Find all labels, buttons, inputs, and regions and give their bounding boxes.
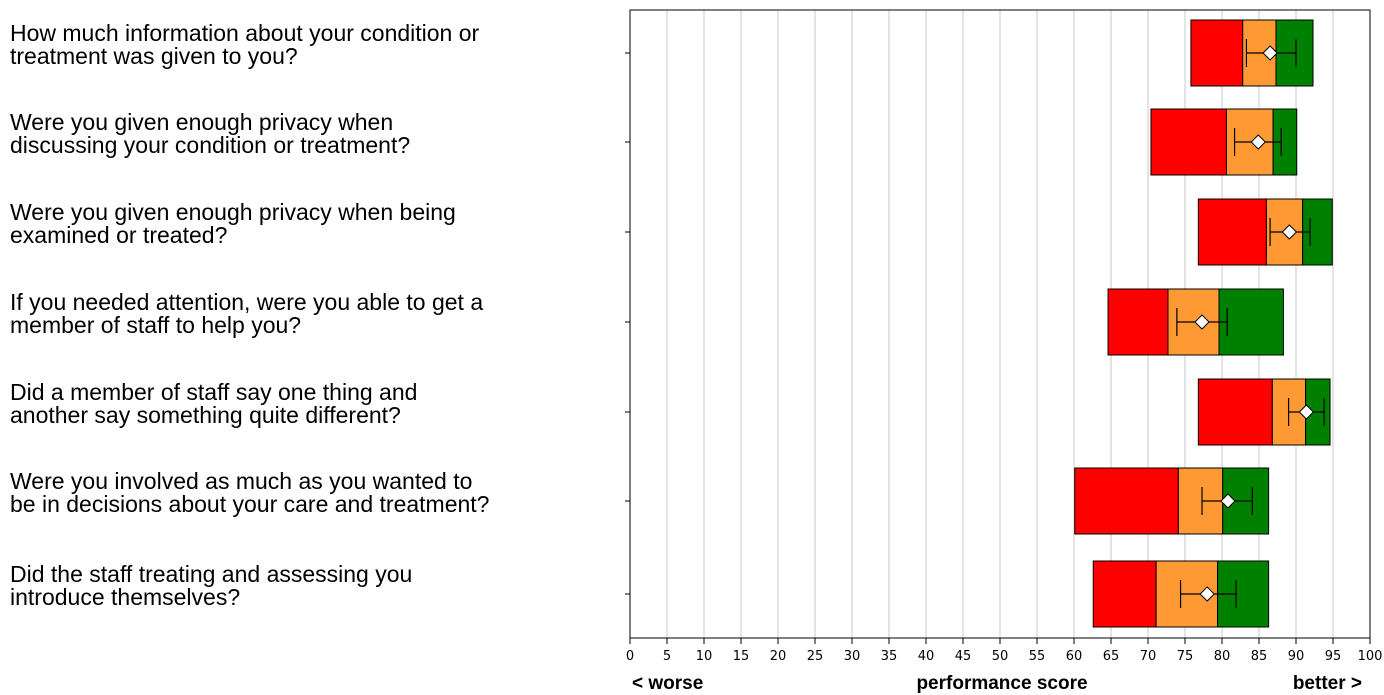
bar-segment-red — [1092, 560, 1157, 628]
x-tick-label: 20 — [770, 649, 787, 664]
x-tick-label: 55 — [1029, 649, 1046, 664]
x-tick-label: 85 — [1251, 649, 1268, 664]
bar-segment-green — [1218, 288, 1284, 356]
question-label: Were you involved as much as you wanted … — [10, 468, 472, 494]
x-tick-label: 60 — [1066, 649, 1083, 664]
worse-label: < worse — [632, 673, 703, 694]
question-label: examined or treated? — [10, 222, 227, 248]
x-tick-label: 90 — [1288, 649, 1305, 664]
question-label: be in decisions about your care and trea… — [10, 491, 489, 517]
question-label: Did a member of staff say one thing and — [10, 379, 417, 405]
bar-segment-red — [1197, 198, 1267, 266]
x-tick-label: 65 — [1103, 649, 1120, 664]
question-label: introduce themselves? — [10, 584, 240, 610]
bar-segment-red — [1107, 288, 1169, 356]
question-label: treatment was given to you? — [10, 43, 298, 69]
x-tick-label: 15 — [733, 649, 750, 664]
x-tick-label: 45 — [955, 649, 972, 664]
x-tick-label: 0 — [626, 649, 634, 664]
x-tick-label: 80 — [1214, 649, 1231, 664]
score-marker — [1194, 314, 1210, 330]
x-tick-label: 25 — [807, 649, 824, 664]
question-label: If you needed attention, were you able t… — [10, 289, 483, 315]
bars — [1074, 19, 1333, 628]
bar-segment-red — [1150, 108, 1227, 176]
x-tick-label: 70 — [1140, 649, 1157, 664]
question-labels: How much information about your conditio… — [10, 20, 489, 610]
question-label: discussing your condition or treatment? — [10, 132, 410, 158]
x-tick-label: 95 — [1325, 649, 1342, 664]
x-axis: 0 5 10 15 20 25 30 35 40 45 50 55 60 65 70 75 80 85 90 95 10… — [625, 52, 1383, 664]
x-tick-label: 75 — [1177, 649, 1194, 664]
x-tick-label: 50 — [992, 649, 1009, 664]
x-tick-label: 100 — [1358, 649, 1383, 664]
score-marker — [1262, 45, 1278, 61]
bar-segment-red — [1190, 19, 1244, 87]
score-marker — [1281, 224, 1298, 240]
x-tick-label: 5 — [663, 649, 671, 664]
question-label: Did the staff treating and assessing you — [10, 561, 412, 587]
score-marker — [1220, 493, 1236, 509]
x-tick-label: 35 — [881, 649, 898, 664]
bar-segment-red — [1197, 378, 1273, 446]
question-label: How much information about your conditio… — [10, 20, 480, 46]
question-label: another say something quite different? — [10, 402, 401, 428]
x-axis-label: performance score — [916, 673, 1087, 694]
question-label: Were you given enough privacy when — [10, 109, 393, 135]
score-marker — [1250, 134, 1266, 150]
x-tick-label: 10 — [696, 649, 713, 664]
score-marker — [1199, 586, 1215, 602]
question-label: Were you given enough privacy when being — [10, 199, 456, 225]
score-marker — [1298, 404, 1315, 420]
x-tick-label: 40 — [918, 649, 935, 664]
better-label: better > — [1293, 673, 1362, 694]
bar-segment-red — [1074, 467, 1179, 535]
question-label: member of staff to help you? — [10, 312, 301, 338]
x-tick-label: 30 — [844, 649, 861, 664]
